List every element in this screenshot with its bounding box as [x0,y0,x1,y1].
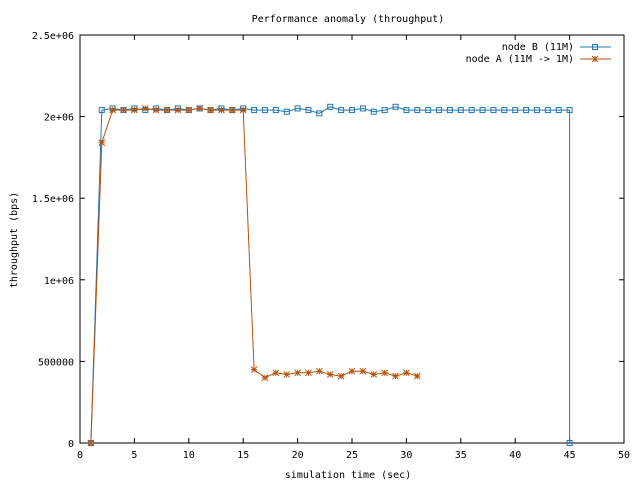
x-tick-label: 20 [292,450,304,461]
data-point-node-a [121,107,127,113]
data-point-node-a [208,107,214,113]
data-point-node-a [99,140,105,146]
data-point-node-a [229,107,235,113]
data-point-node-a [403,370,409,376]
x-tick-label: 5 [131,450,137,461]
data-point-node-a [393,373,399,379]
y-tick-label: 1e+06 [44,276,74,287]
data-point-node-a [349,368,355,374]
data-point-node-a [131,107,137,113]
chart-title: Performance anomaly (throughput) [252,14,445,25]
x-tick-label: 40 [509,450,521,461]
data-point-node-a [186,107,192,113]
data-point-node-a [240,107,246,113]
y-axis-label: throughput (bps) [9,192,20,288]
x-tick-label: 35 [455,450,467,461]
data-point-node-a [371,371,377,377]
data-point-node-a [295,370,301,376]
data-point-node-a [305,370,311,376]
data-point-node-a [360,368,366,374]
data-point-node-a [414,373,420,379]
x-tick-label: 15 [237,450,249,461]
data-point-node-a [284,371,290,377]
y-tick-label: 2e+06 [44,113,74,124]
data-point-node-a [153,107,159,113]
data-point-node-a [273,370,279,376]
x-tick-label: 25 [346,450,358,461]
y-tick-label: 1.5e+06 [32,194,74,205]
legend-marker-node-a [592,56,598,62]
x-tick-label: 30 [400,450,412,461]
data-point-node-a [197,105,203,111]
x-tick-label: 50 [618,450,630,461]
data-point-node-a [338,373,344,379]
y-tick-label: 2.5e+06 [32,31,74,42]
data-point-node-a [327,371,333,377]
legend-label-node-b: node B (11M) [502,42,574,53]
data-point-node-a [251,367,257,373]
data-point-node-a [142,105,148,111]
data-point-node-a [110,107,116,113]
y-tick-label: 0 [68,439,74,450]
data-point-node-a [164,107,170,113]
data-point-node-a [175,107,181,113]
data-point-node-a [218,107,224,113]
data-point-node-a [316,368,322,374]
data-point-node-a [262,375,268,381]
data-point-node-a [88,440,94,446]
legend-label-node-a: node A (11M -> 1M) [466,54,574,65]
x-tick-label: 10 [183,450,195,461]
y-tick-label: 500000 [38,357,74,368]
data-point-node-a [382,370,388,376]
x-axis-label: simulation time (sec) [285,470,411,480]
x-tick-label: 45 [564,450,576,461]
x-tick-label: 0 [77,450,83,461]
